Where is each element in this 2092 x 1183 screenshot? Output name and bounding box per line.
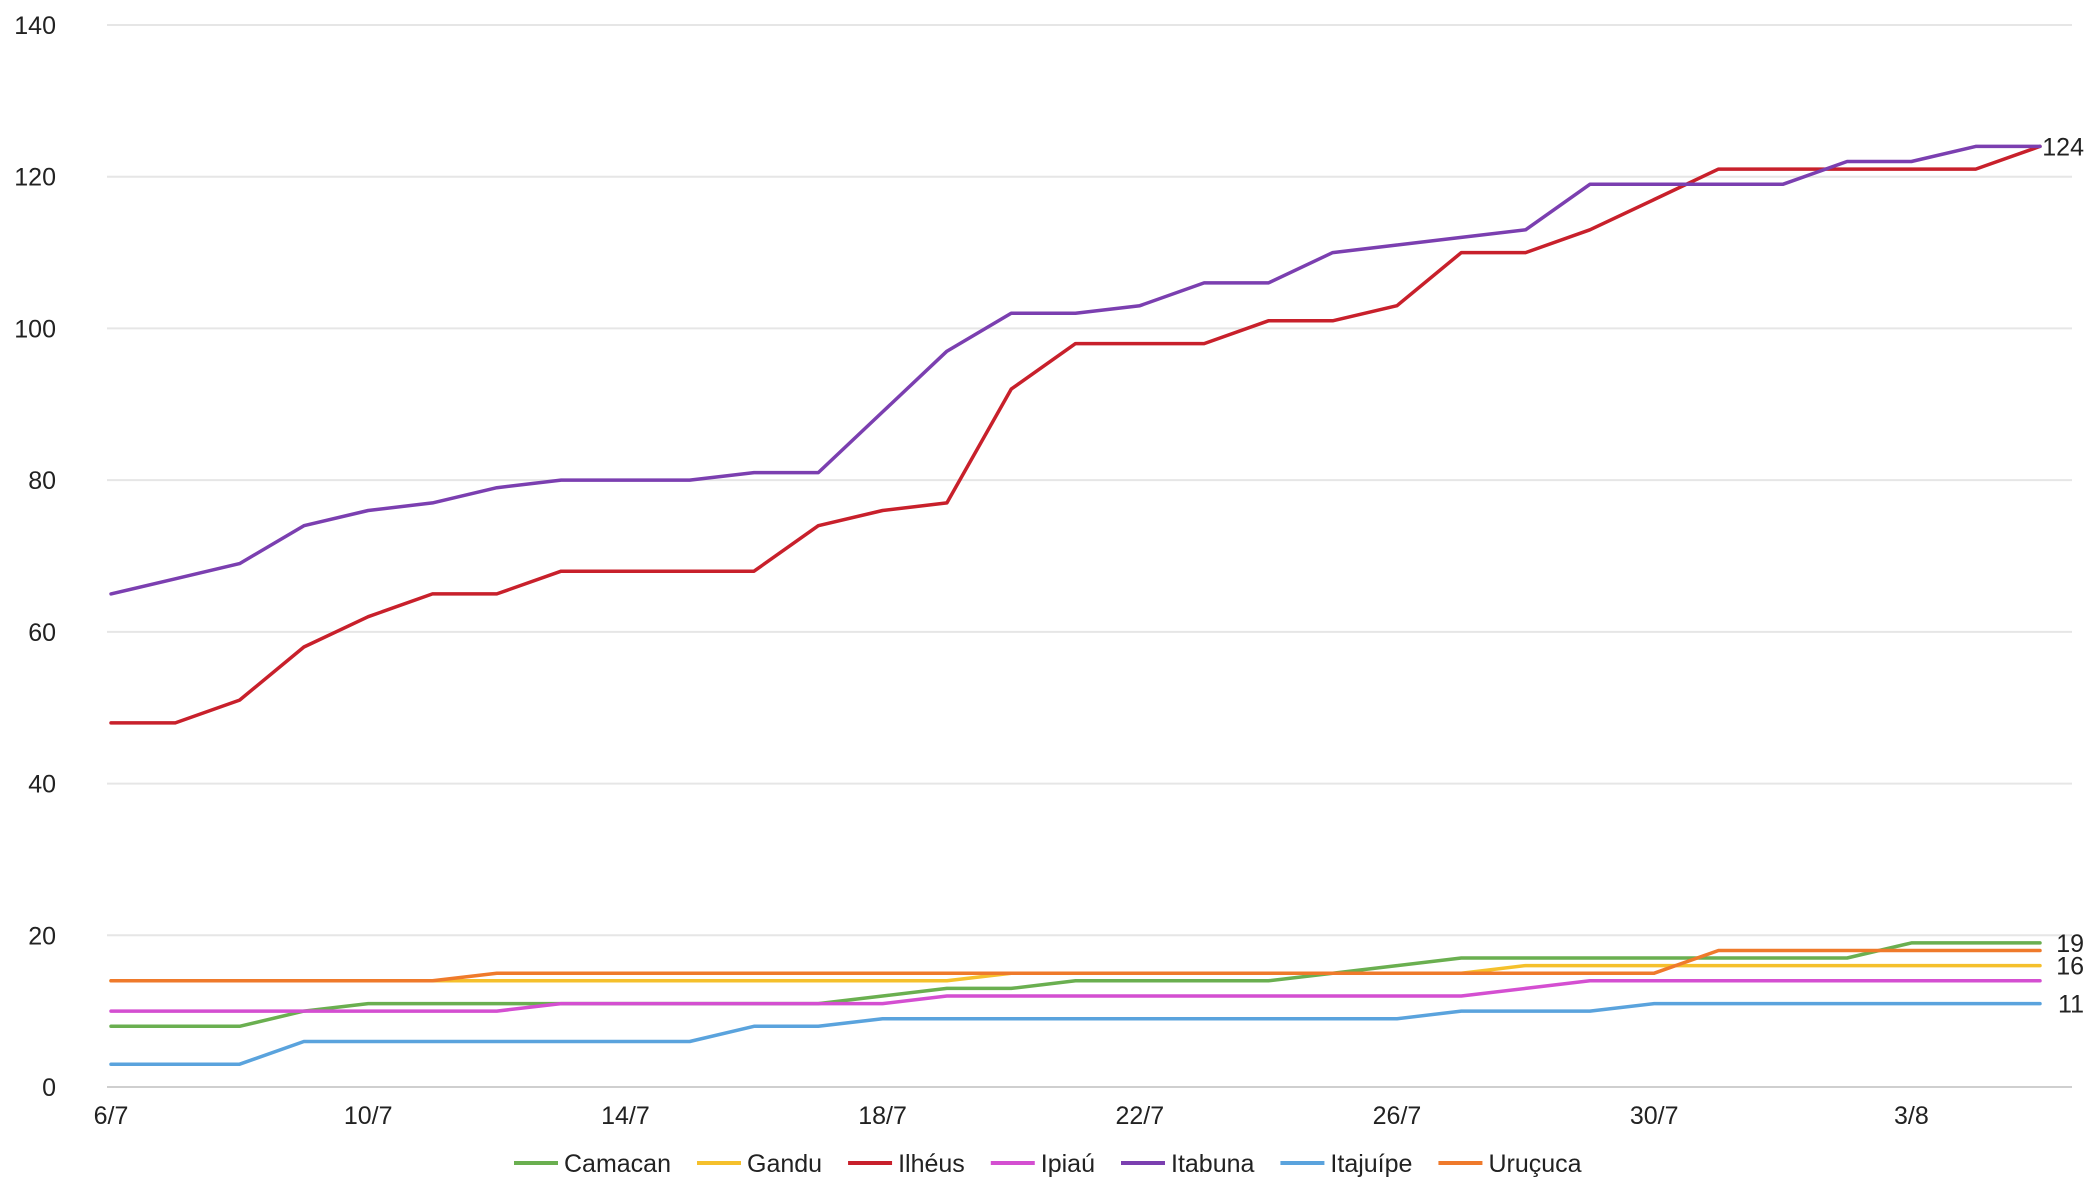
y-tick-label: 100 bbox=[14, 315, 56, 343]
y-axis-ticks: 0 20 40 60 80 100 120 140 bbox=[14, 12, 56, 1102]
x-tick-label: 22/7 bbox=[1115, 1102, 1164, 1130]
y-tick-label: 80 bbox=[28, 467, 56, 495]
series-line-itabuna bbox=[109, 144, 2042, 596]
series-line-uruçuca bbox=[109, 948, 2042, 983]
end-data-label: 11 bbox=[2058, 991, 2084, 1019]
series-line-camacan bbox=[109, 941, 2042, 1029]
legend-label: Ilhéus bbox=[898, 1150, 965, 1178]
series-line-ipiaú bbox=[109, 979, 2042, 1013]
end-data-label: 124 bbox=[2042, 133, 2084, 161]
x-tick-label: 18/7 bbox=[858, 1102, 907, 1130]
series-layer bbox=[109, 144, 2042, 1066]
legend-item-uruçuca: Uruçuca bbox=[1438, 1150, 1582, 1178]
x-tick-label: 26/7 bbox=[1373, 1102, 1422, 1130]
series-line-ilhéus bbox=[109, 144, 2042, 725]
series-line-itajuípe bbox=[109, 1001, 2042, 1066]
legend-item-itajuípe: Itajuípe bbox=[1280, 1150, 1412, 1178]
x-tick-label: 30/7 bbox=[1630, 1102, 1679, 1130]
y-tick-label: 140 bbox=[14, 12, 56, 40]
legend-item-ilhéus: Ilhéus bbox=[848, 1150, 965, 1178]
legend-item-camacan: Camacan bbox=[514, 1150, 671, 1178]
legend-label: Camacan bbox=[564, 1150, 671, 1178]
x-tick-label: 3/8 bbox=[1894, 1102, 1929, 1130]
legend-label: Itabuna bbox=[1171, 1150, 1255, 1178]
y-tick-label: 60 bbox=[28, 619, 56, 647]
end-data-label: 19 bbox=[2056, 930, 2084, 958]
y-tick-label: 0 bbox=[42, 1074, 56, 1102]
y-tick-label: 120 bbox=[14, 164, 56, 192]
x-tick-label: 6/7 bbox=[94, 1102, 129, 1130]
grid-layer bbox=[107, 24, 2072, 1088]
legend-label: Uruçuca bbox=[1488, 1150, 1581, 1178]
y-tick-label: 40 bbox=[28, 771, 56, 799]
end-data-label: 16 bbox=[2056, 953, 2084, 981]
legend-label: Itajuípe bbox=[1330, 1150, 1412, 1178]
legend-label: Gandu bbox=[747, 1150, 822, 1178]
x-axis-ticks: 6/7 10/7 14/7 18/7 22/7 26/7 30/7 3/8 bbox=[94, 1102, 1929, 1130]
legend-item-itabuna: Itabuna bbox=[1121, 1150, 1255, 1178]
y-tick-label: 20 bbox=[28, 922, 56, 950]
legend: Camacan Gandu Ilhéus Ipiaú Itabuna Itajuípe Ur… bbox=[514, 1150, 1582, 1178]
x-tick-label: 10/7 bbox=[344, 1102, 393, 1130]
legend-item-gandu: Gandu bbox=[697, 1150, 822, 1178]
legend-label: Ipiaú bbox=[1041, 1150, 1095, 1178]
legend-item-ipiaú: Ipiaú bbox=[990, 1150, 1095, 1178]
x-tick-label: 14/7 bbox=[601, 1102, 650, 1130]
